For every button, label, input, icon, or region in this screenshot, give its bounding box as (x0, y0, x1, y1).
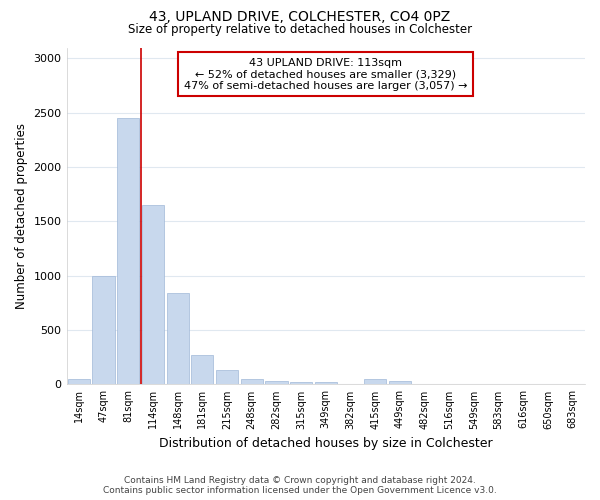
Bar (364, 379, 386, 384)
Bar (117, 118, 139, 384)
Bar (167, 293, 189, 384)
Bar (389, 381, 411, 384)
Bar (241, 379, 263, 384)
Bar (265, 380, 287, 384)
Bar (92, 276, 115, 384)
X-axis label: Distribution of detached houses by size in Colchester: Distribution of detached houses by size … (159, 437, 493, 450)
Y-axis label: Number of detached properties: Number of detached properties (15, 123, 28, 309)
Bar (191, 355, 214, 384)
Bar (290, 382, 312, 384)
Text: Contains HM Land Registry data © Crown copyright and database right 2024.
Contai: Contains HM Land Registry data © Crown c… (103, 476, 497, 495)
Text: 43, UPLAND DRIVE, COLCHESTER, CO4 0PZ: 43, UPLAND DRIVE, COLCHESTER, CO4 0PZ (149, 10, 451, 24)
Bar (216, 370, 238, 384)
Bar (68, 379, 90, 384)
Bar (314, 382, 337, 384)
Bar (142, 205, 164, 384)
Text: 43 UPLAND DRIVE: 113sqm
← 52% of detached houses are smaller (3,329)
47% of semi: 43 UPLAND DRIVE: 113sqm ← 52% of detache… (184, 58, 467, 91)
Text: Size of property relative to detached houses in Colchester: Size of property relative to detached ho… (128, 22, 472, 36)
